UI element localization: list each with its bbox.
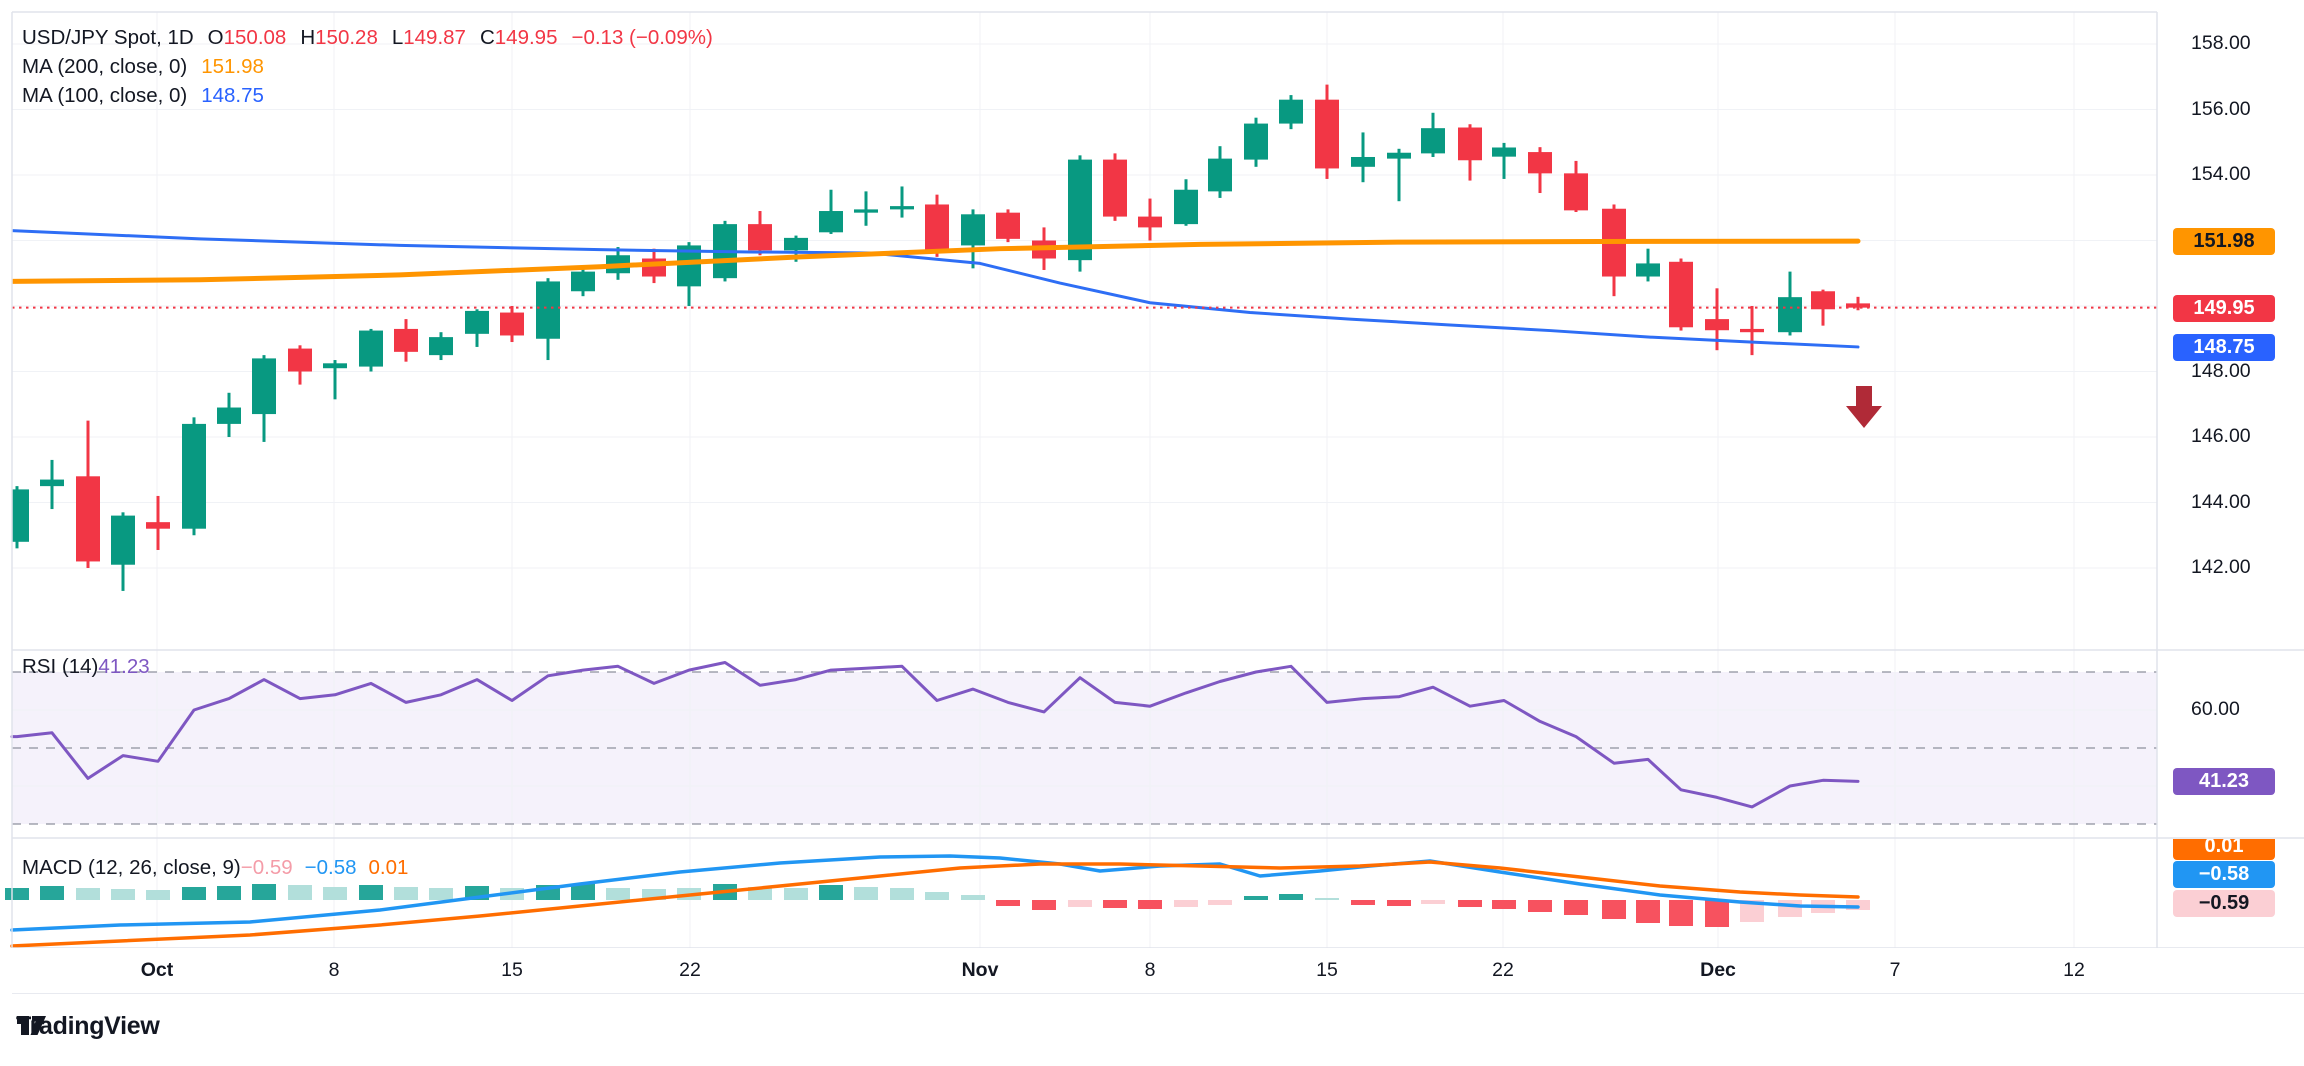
rsi-legend-row[interactable]: RSI (14)41.23 (22, 655, 150, 679)
time-axis-label-7: 7 (1889, 959, 1901, 981)
down-arrow-marker (1846, 386, 1882, 428)
change-value: −0.13 (−0.09%) (571, 26, 713, 49)
ma200-legend-row[interactable]: MA (200, close, 0) 151.98 (22, 53, 713, 81)
price-axis-badge: 148.75 (2173, 333, 2275, 361)
price-axis-label: 148.00 (2191, 359, 2251, 382)
ma100-legend-row[interactable]: MA (100, close, 0) 148.75 (22, 82, 713, 110)
time-axis-label-dec: Dec (1700, 959, 1736, 981)
ma100-value: 148.75 (201, 84, 264, 107)
tradingview-logo-icon (17, 1016, 46, 1035)
ma200-value: 151.98 (201, 55, 264, 78)
macd-lines[interactable] (10, 854, 1860, 948)
price-axis-badge: 149.95 (2173, 294, 2275, 322)
time-axis-label-22: 22 (679, 959, 701, 981)
open-label: O (207, 26, 224, 49)
time-axis-label-15: 15 (1316, 959, 1338, 981)
price-axis-badge: 151.98 (2173, 227, 2275, 255)
price-axis-badge: 41.23 (2173, 767, 2275, 795)
high-label: H (300, 26, 316, 49)
tradingview-logo[interactable]: TradingView (16, 1012, 160, 1041)
macd-line-value: −0.58 (304, 856, 357, 879)
high-value: 150.28 (315, 26, 378, 49)
time-axis-label-15: 15 (501, 959, 523, 981)
close-value: 149.95 (494, 26, 558, 49)
macd-badges: 0.01 −0.58 −0.59 (2157, 839, 2304, 947)
price-axis[interactable]: 158.00 156.00 154.00 148.00 146.00 144.00 142.… (2157, 0, 2304, 993)
price-axis-label: 144.00 (2191, 490, 2251, 513)
open-value: 150.08 (223, 26, 287, 49)
low-label: L (391, 26, 404, 49)
rsi-label: RSI (14) (22, 655, 99, 678)
price-axis-badge: 0.01 (2173, 839, 2275, 860)
ma-lines[interactable] (12, 229, 1861, 349)
close-label: C (479, 26, 495, 49)
macd-legend-row[interactable]: MACD (12, 26, close, 9)−0.59 −0.58 0.01 (22, 856, 408, 880)
price-axis-label: 146.00 (2191, 425, 2251, 447)
time-axis-label-nov: Nov (961, 959, 999, 981)
time-axis[interactable]: Oct 8 15 22 Nov 8 15 22 Dec 7 12 (0, 948, 2304, 993)
macd-hist-value: −0.59 (240, 856, 293, 879)
low-value: 149.87 (403, 26, 466, 49)
price-axis-label: 156.00 (2191, 97, 2251, 120)
ma100-label: MA (100, close, 0) (22, 84, 188, 107)
time-axis-label-8: 8 (1144, 959, 1156, 981)
time-axis-label-oct: Oct (140, 959, 174, 981)
macd-label: MACD (12, 26, close, 9) (22, 856, 241, 879)
time-axis-label-12: 12 (2063, 959, 2085, 981)
candles-layer[interactable] (5, 84, 1870, 591)
price-axis-label: 60.00 (2191, 698, 2240, 720)
symbol-title: USD/JPY Spot, 1D (22, 26, 194, 49)
macd-signal-value: 0.01 (368, 856, 409, 879)
time-axis-label-8: 8 (328, 959, 340, 981)
price-axis-label: 154.00 (2191, 163, 2251, 185)
time-axis-label-22: 22 (1492, 959, 1514, 981)
rsi-value: 41.23 (98, 655, 150, 678)
price-axis-label: 142.00 (2191, 556, 2251, 578)
macd-histogram[interactable] (5, 884, 1870, 927)
price-axis-badge: −0.59 (2173, 889, 2275, 917)
chart-legend: USD/JPY Spot, 1D O150.08 H150.28 L149.87 C14… (22, 24, 713, 111)
rsi-line-layer[interactable] (10, 661, 1860, 809)
price-axis-label: 158.00 (2191, 32, 2251, 54)
symbol-legend-row[interactable]: USD/JPY Spot, 1D O150.08 H150.28 L149.87 C14… (22, 24, 713, 52)
price-axis-badge: −0.58 (2173, 860, 2275, 888)
ma200-label: MA (200, close, 0) (22, 55, 188, 78)
